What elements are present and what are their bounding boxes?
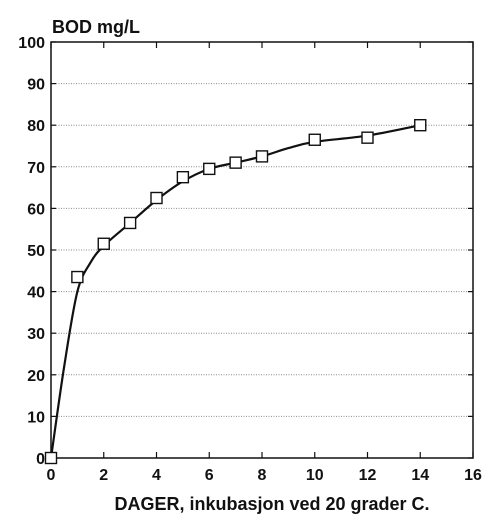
y-tick-label: 80 [27, 118, 45, 135]
x-tick-label: 8 [258, 467, 267, 484]
data-point-marker [123, 216, 137, 230]
x-axis-title: DAGER, inkubasjon ved 20 grader C. [114, 494, 429, 514]
data-markers [44, 118, 427, 465]
data-point-marker [414, 118, 427, 132]
x-tick-label: 0 [47, 467, 56, 484]
data-point-marker [255, 150, 269, 163]
data-point-marker [97, 237, 110, 250]
y-tick-label: 10 [27, 409, 45, 426]
y-tick-label: 20 [27, 368, 45, 385]
y-tick-label: 90 [27, 77, 45, 94]
y-tick-label: 50 [27, 243, 45, 260]
y-tick-label: 60 [27, 201, 45, 218]
data-point-marker [229, 156, 242, 169]
y-axis-title: BOD mg/L [52, 17, 140, 37]
data-point-marker [44, 451, 58, 465]
x-tick-label: 10 [306, 467, 324, 484]
data-point-marker [203, 162, 216, 176]
data-point-marker [150, 191, 163, 205]
data-point-marker [71, 270, 84, 284]
data-point-marker [361, 131, 374, 144]
x-tick-label: 4 [152, 467, 161, 484]
axis-ticks: 0 10 20 30 40 50 60 70 80 90 100 0 2 4 6 8 10 12 14 16 [18, 35, 482, 484]
y-tick-label: 70 [27, 160, 45, 177]
y-tick-label: 100 [18, 35, 45, 52]
x-tick-label: 14 [411, 467, 429, 484]
data-point-marker [308, 133, 321, 146]
x-tick-label: 2 [99, 467, 108, 484]
x-tick-label: 6 [205, 467, 214, 484]
gridlines [51, 83, 473, 417]
y-tick-label: 30 [27, 326, 45, 343]
x-tick-label: 16 [464, 467, 482, 484]
y-tick-label: 40 [27, 285, 45, 302]
x-tick-label: 12 [359, 467, 377, 484]
y-tick-label: 0 [36, 451, 45, 468]
data-point-marker [176, 170, 190, 184]
